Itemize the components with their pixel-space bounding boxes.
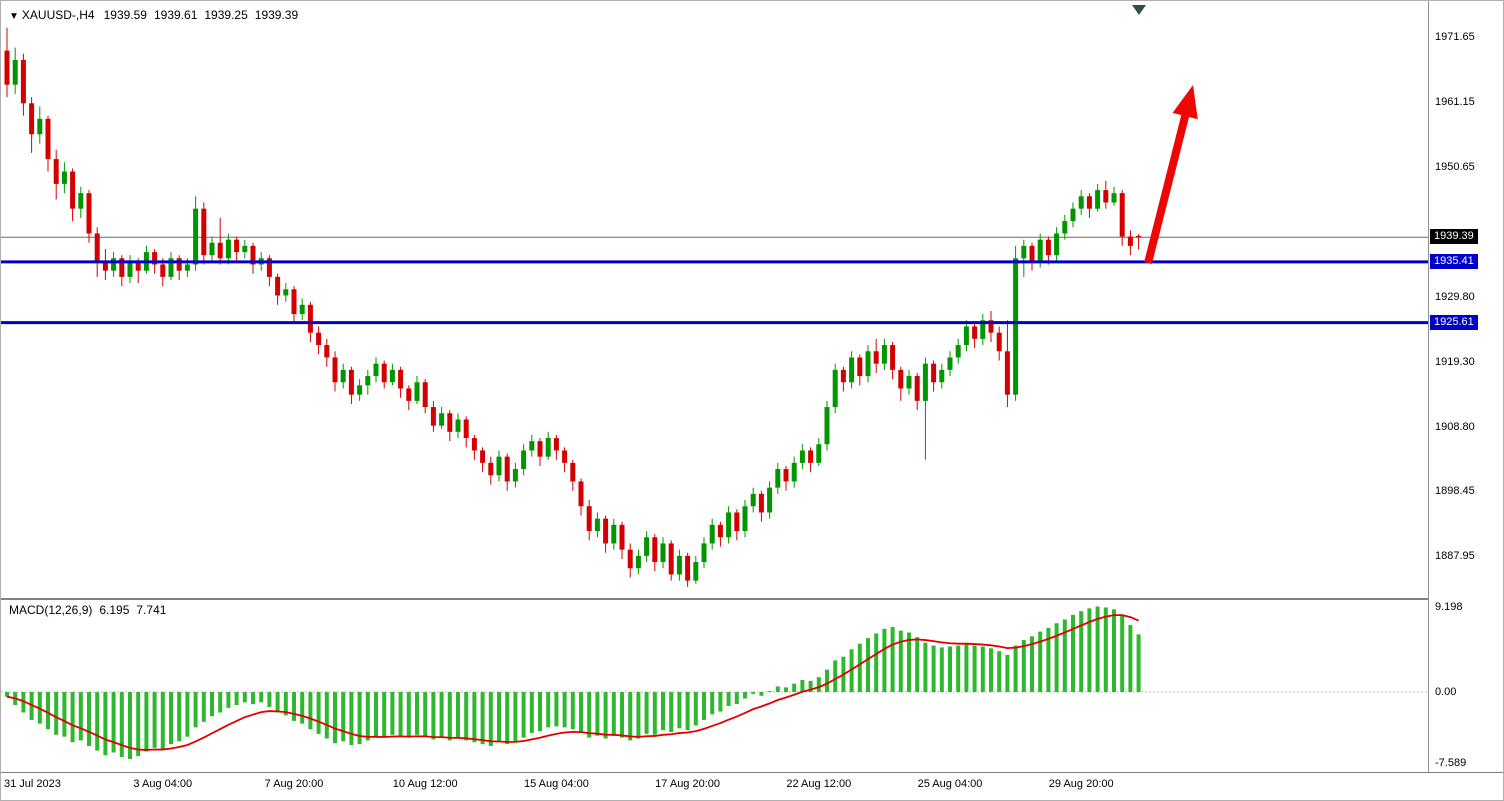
time-axis-separator [1, 772, 1503, 773]
price-axis-label: 1950.65 [1435, 161, 1475, 174]
macd-title: MACD(12,26,9) [9, 603, 93, 617]
one-click-trading-toggle-icon[interactable]: ▼ [9, 11, 19, 22]
time-axis-label: 10 Aug 12:00 [392, 778, 458, 790]
time-axis-label: 31 Jul 2023 [4, 778, 61, 790]
ohlc-low: 1939.25 [204, 8, 248, 22]
macd-indicator-label: MACD(12,26,9) 6.195 7.741 [9, 603, 173, 617]
price-axis-label: 1898.45 [1435, 485, 1475, 498]
trend-arrow-head-icon[interactable] [1172, 85, 1198, 120]
macd-signal-value: 7.741 [136, 603, 167, 617]
macd-axis-label: 9.198 [1435, 600, 1463, 613]
level-price-label: 1925.61 [1430, 314, 1478, 330]
time-axis-label: 15 Aug 04:00 [523, 778, 589, 790]
price-axis-label: 1961.15 [1435, 96, 1475, 109]
time-axis-label: 22 Aug 12:00 [786, 778, 852, 790]
price-axis[interactable]: 1971.65 1961.15 1950.65 1929.80 1919.30 1908.… [1429, 1, 1503, 772]
price-axis-label: 1929.80 [1435, 290, 1475, 303]
price-axis-label: 1919.30 [1435, 355, 1475, 368]
time-axis[interactable]: 31 Jul 2023 3 Aug 04:00 7 Aug 20:00 10 Aug … [1, 773, 1503, 800]
ohlc-high: 1939.61 [153, 8, 198, 22]
ohlc-close: 1939.39 [254, 8, 299, 22]
price-axis-separator [1428, 1, 1429, 772]
trend-arrow-line[interactable] [1144, 111, 1191, 264]
macd-axis-label: 0.00 [1435, 686, 1457, 699]
ohlc-open: 1939.59 [103, 8, 147, 22]
level-price-label: 1935.41 [1430, 253, 1478, 269]
time-axis-label: 17 Aug 20:00 [655, 778, 721, 790]
time-axis-label: 7 Aug 20:00 [264, 778, 324, 790]
macd-signal-line [6, 614, 1139, 751]
price-axis-label: 1908.80 [1435, 420, 1475, 433]
macd-axis-label: -7.589 [1435, 756, 1467, 769]
symbol-timeframe-label: XAUUSD-,H4 [21, 8, 95, 22]
macd-panel-canvas[interactable] [1, 600, 1428, 772]
panel-separator[interactable] [1, 598, 1503, 600]
time-axis-label: 3 Aug 04:00 [133, 778, 193, 790]
price-axis-label: 1887.95 [1435, 550, 1475, 563]
macd-histogram [5, 606, 1141, 759]
price-axis-label: 1971.65 [1435, 31, 1475, 44]
chart-shift-marker-icon[interactable] [1132, 5, 1146, 15]
symbol-info: ▼ XAUUSD-,H4 1939.59 1939.61 1939.25 1939.39 [9, 8, 305, 22]
price-chart-canvas[interactable] [1, 1, 1428, 598]
time-axis-label: 29 Aug 20:00 [1048, 778, 1114, 790]
time-axis-label: 25 Aug 04:00 [917, 778, 983, 790]
candles-layer [4, 27, 1142, 587]
current-price-label: 1939.39 [1430, 229, 1478, 245]
macd-main-value: 6.195 [99, 603, 130, 617]
